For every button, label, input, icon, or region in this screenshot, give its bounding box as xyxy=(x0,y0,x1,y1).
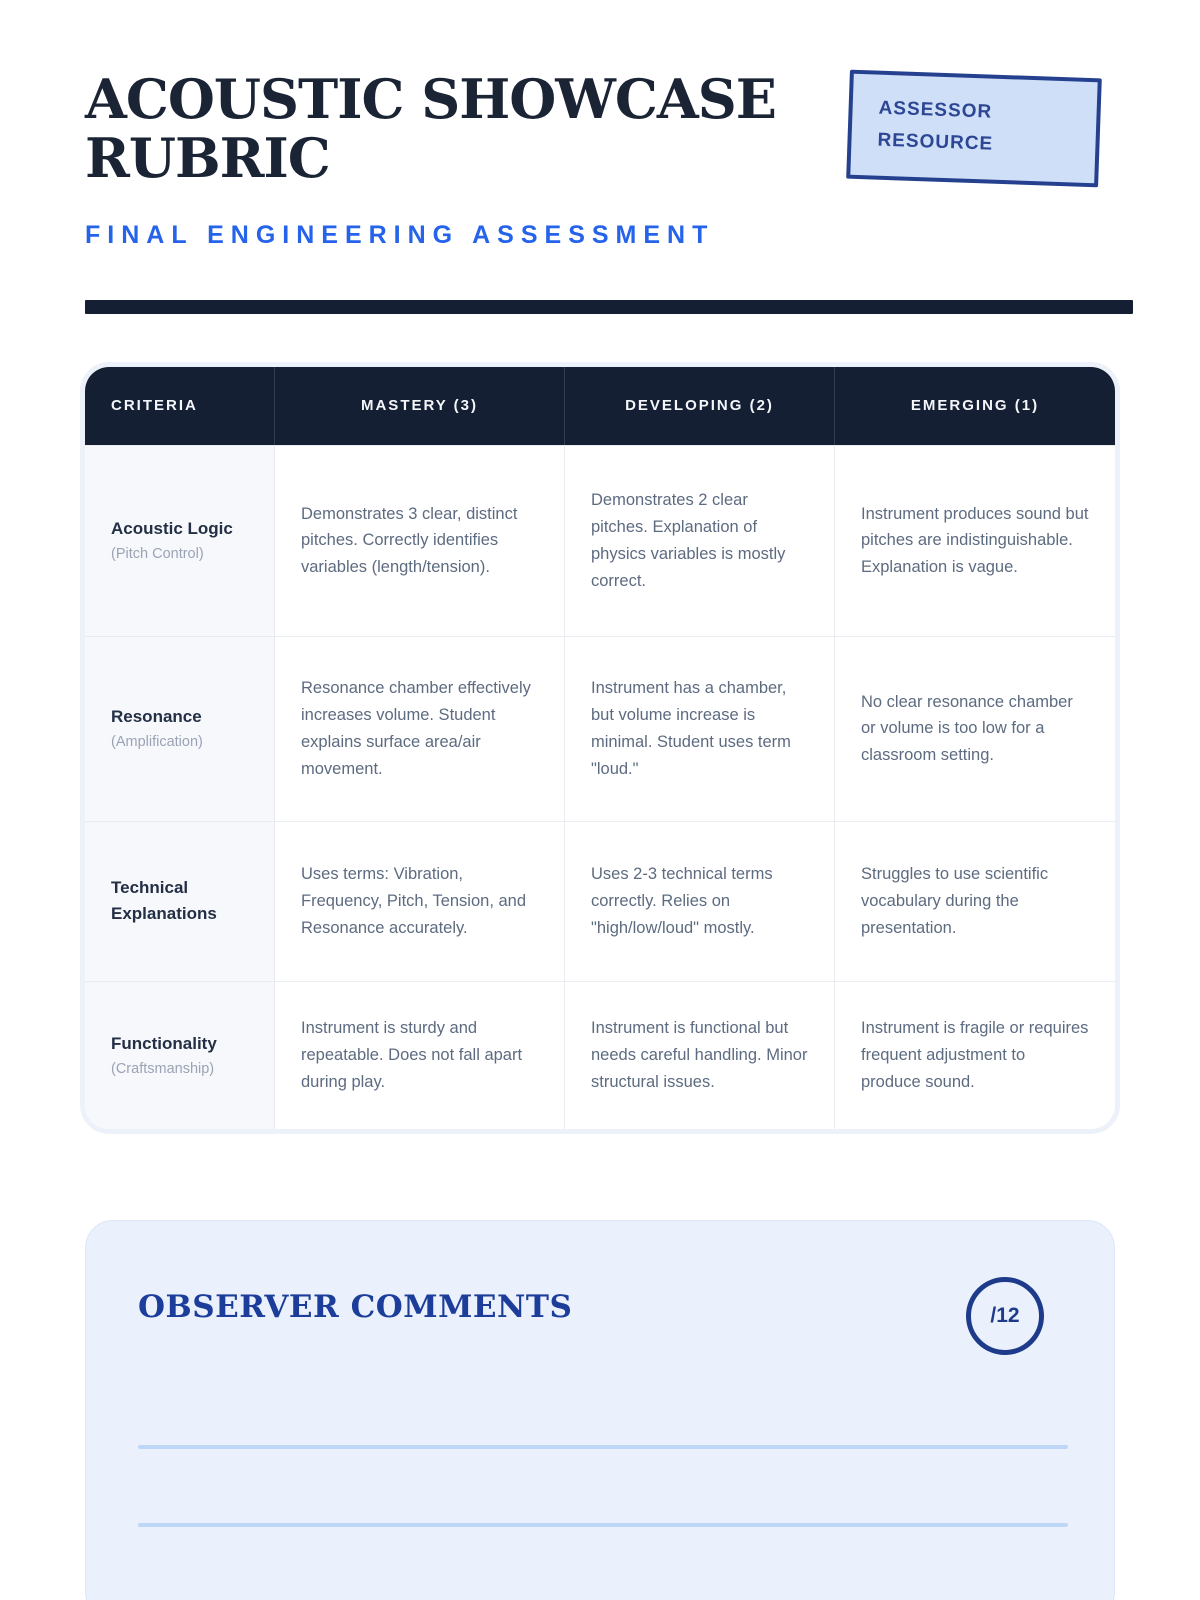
column-header-mastery: MASTERY (3) xyxy=(275,366,565,445)
mastery-cell: Resonance chamber effectively increases … xyxy=(275,636,565,821)
divider-bar xyxy=(85,299,1133,314)
mastery-cell: Demonstrates 3 clear, distinct pitches. … xyxy=(275,445,565,636)
table-row: Acoustic Logic (Pitch Control) Demonstra… xyxy=(85,444,1115,636)
comments-section: OBSERVER COMMENTS /12 xyxy=(85,1219,1115,1600)
developing-text: Uses 2-3 technical terms correctly. Reli… xyxy=(591,865,773,937)
criterion-name: Functionality xyxy=(111,1033,217,1053)
developing-text: Instrument is functional but needs caref… xyxy=(591,1019,808,1091)
table-row: Functionality (Craftsmanship) Instrument… xyxy=(85,980,1115,1129)
developing-cell: Uses 2-3 technical terms correctly. Reli… xyxy=(565,821,835,981)
emerging-text: Instrument is fragile or requires freque… xyxy=(861,1019,1089,1091)
mastery-text: Instrument is sturdy and repeatable. Doe… xyxy=(301,1019,523,1091)
developing-text: Demonstrates 2 clear pitches. Explanatio… xyxy=(591,491,786,590)
rubric-table: CRITERIA MASTERY (3) DEVELOPING (2) EMER… xyxy=(85,366,1115,1129)
emerging-text: No clear resonance chamber or volume is … xyxy=(861,692,1073,765)
criterion-subtitle: (Craftsmanship) xyxy=(111,1060,215,1077)
developing-cell: Instrument has a chamber, but volume inc… xyxy=(565,636,835,821)
developing-text: Instrument has a chamber, but volume inc… xyxy=(591,679,791,778)
criterion-cell: Resonance (Amplification) xyxy=(85,636,275,821)
emerging-cell: No clear resonance chamber or volume is … xyxy=(835,637,1115,821)
assessor-badge-line2: RESOURCE xyxy=(877,129,994,155)
table-row: Technical Explanations Uses terms: Vibra… xyxy=(85,820,1115,981)
emerging-cell: Instrument is fragile or requires freque… xyxy=(835,982,1115,1129)
mastery-cell: Instrument is sturdy and repeatable. Doe… xyxy=(275,981,565,1129)
criterion-subtitle: (Amplification) xyxy=(111,734,203,751)
criterion-name: Resonance xyxy=(111,707,202,727)
page-title: ACOUSTIC SHOWCASE RUBRIC xyxy=(85,67,777,191)
comments-title: OBSERVER COMMENTS xyxy=(138,1288,573,1325)
column-header-emerging: EMERGING (1) xyxy=(910,397,1040,415)
mastery-text: Uses terms: Vibration, Frequency, Pitch,… xyxy=(301,865,527,937)
emerging-cell: Instrument produces sound but pitches ar… xyxy=(835,446,1115,636)
mastery-text: Demonstrates 3 clear, distinct pitches. … xyxy=(301,504,518,577)
mastery-text: Resonance chamber effectively increases … xyxy=(301,679,531,778)
developing-cell: Instrument is functional but needs caref… xyxy=(565,981,835,1129)
comment-line xyxy=(138,1444,1068,1449)
developing-cell: Demonstrates 2 clear pitches. Explanatio… xyxy=(565,445,835,636)
table-header-row: CRITERIA MASTERY (3) DEVELOPING (2) EMER… xyxy=(85,366,1115,445)
score-label: /12 xyxy=(990,1303,1020,1327)
subtitle: FINAL ENGINEERING ASSESSMENT xyxy=(85,220,715,249)
table-row: Resonance (Amplification) Resonance cham… xyxy=(85,635,1115,821)
emerging-text: Instrument produces sound but pitches ar… xyxy=(861,504,1089,577)
criterion-cell: Functionality (Craftsmanship) xyxy=(85,981,275,1129)
criterion-name: Acoustic Logic xyxy=(111,519,233,539)
criterion-cell: Technical Explanations xyxy=(85,821,275,981)
emerging-text: Struggles to use scientific vocabulary d… xyxy=(861,865,1049,937)
column-header-criteria: CRITERIA xyxy=(85,366,275,445)
score-circle: /12 xyxy=(966,1276,1044,1355)
comment-line xyxy=(138,1522,1068,1527)
mastery-cell: Uses terms: Vibration, Frequency, Pitch,… xyxy=(275,821,565,981)
criterion-cell: Acoustic Logic (Pitch Control) xyxy=(85,445,275,636)
emerging-cell: Struggles to use scientific vocabulary d… xyxy=(835,822,1115,981)
assessor-badge: ASSESSOR RESOURCE xyxy=(846,69,1102,187)
column-header-developing: DEVELOPING (2) xyxy=(565,366,835,445)
criterion-subtitle: (Pitch Control) xyxy=(111,546,204,563)
criterion-name: Technical Explanations xyxy=(111,877,217,924)
